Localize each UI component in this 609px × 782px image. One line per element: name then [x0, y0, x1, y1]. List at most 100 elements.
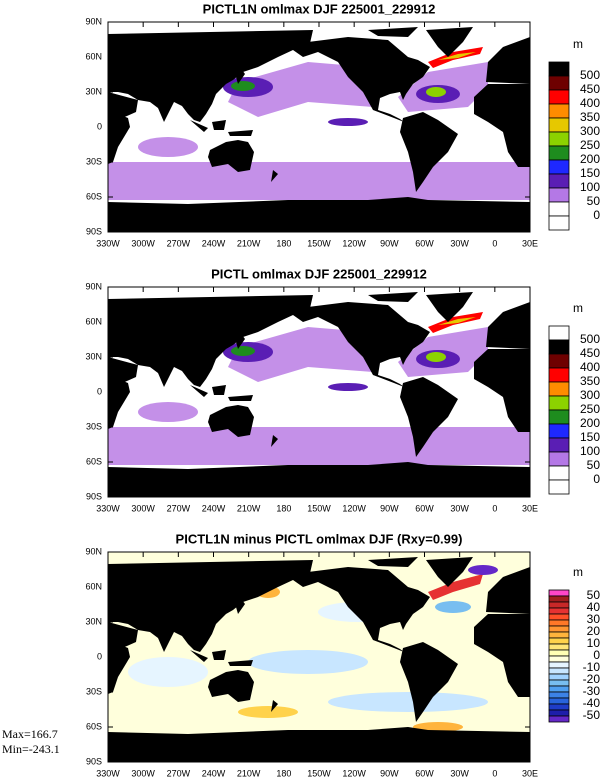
colorbar-label: 10: [587, 636, 601, 650]
colorbar-label: 350: [580, 110, 600, 124]
colorbar-box: [548, 715, 570, 723]
colorbar-label: 0: [593, 648, 600, 662]
colorbar-box: [548, 145, 570, 161]
lon-label: 0: [492, 238, 497, 248]
colorbar-box: [548, 89, 570, 105]
ocean-field: [138, 137, 198, 157]
colorbar-box: [548, 607, 570, 615]
lon-label: 150W: [307, 238, 331, 248]
lat-label: 30S: [86, 421, 102, 431]
lon-label: 330W: [96, 503, 120, 513]
map-panel: PICTL omlmax DJF 225001_229912 90N 60N 30N 0…: [85, 266, 600, 513]
ocean-field: [426, 87, 446, 97]
panel-title: PICTL omlmax DJF 225001_229912: [211, 266, 427, 281]
lon-label: 30E: [522, 768, 538, 778]
colorbar-box: [548, 595, 570, 603]
ocean-field: [438, 52, 476, 60]
ocean-field: [435, 601, 471, 613]
map-panel: PICTL1N minus PICTL omlmax DJF (Rxy=0.99…: [85, 531, 600, 778]
ocean-field: [413, 722, 463, 732]
colorbar-box: [548, 667, 570, 675]
lat-label: 60S: [86, 191, 102, 201]
lon-label: 270W: [167, 503, 191, 513]
panel-title: PICTL1N minus PICTL omlmax DJF (Rxy=0.99…: [176, 531, 463, 546]
colorbar-label: 500: [580, 68, 600, 82]
lat-label: 30S: [86, 156, 102, 166]
lat-label: 60S: [86, 456, 102, 466]
lat-label: 0: [97, 651, 102, 661]
lat-label: 60S: [86, 721, 102, 731]
ocean-field: [231, 346, 255, 356]
lon-label: 0: [492, 503, 497, 513]
colorbar-box: [548, 325, 570, 341]
map-panel: PICTL1N omlmax DJF 225001_229912 90N 60N 30…: [85, 1, 600, 248]
colorbar-unit: m: [573, 301, 583, 315]
colorbar-box: [548, 117, 570, 133]
colorbar-box: [548, 631, 570, 639]
colorbar-box: [548, 589, 570, 597]
colorbar-box: [548, 353, 570, 369]
ocean-field: [228, 62, 373, 117]
colorbar-box: [548, 451, 570, 467]
lon-label: 240W: [202, 768, 226, 778]
colorbar-box: [548, 601, 570, 609]
lat-label: 90N: [85, 546, 102, 556]
lat-label: 60N: [85, 51, 102, 61]
lon-label: 300W: [131, 768, 155, 778]
lon-label: 60W: [415, 238, 434, 248]
lon-label: 30E: [522, 503, 538, 513]
colorbar-label: 20: [587, 624, 601, 638]
ocean-field: [138, 402, 198, 422]
colorbar-unit: m: [573, 37, 583, 51]
lon-label: 60W: [415, 768, 434, 778]
colorbar-label: -40: [583, 696, 601, 710]
colorbar-box: [548, 173, 570, 189]
ocean-field: [328, 383, 368, 391]
lon-label: 30E: [522, 238, 538, 248]
colorbar-label: 350: [580, 374, 600, 388]
colorbar-box: [548, 409, 570, 425]
ocean-field: [128, 657, 208, 687]
colorbar-box: [548, 691, 570, 699]
colorbar-label: 500: [580, 332, 600, 346]
lat-label: 0: [97, 121, 102, 131]
colorbar-box: [548, 201, 570, 217]
lon-label: 330W: [96, 768, 120, 778]
lon-label: 60W: [415, 503, 434, 513]
ocean-field: [108, 162, 530, 200]
colorbar-label: -20: [583, 672, 601, 686]
ocean-field: [248, 650, 368, 674]
ocean-field: [426, 352, 446, 362]
colorbar-box: [548, 655, 570, 663]
ocean-field: [328, 118, 368, 126]
lon-label: 120W: [342, 238, 366, 248]
ocean-field: [231, 81, 255, 91]
colorbar-label: 300: [580, 388, 600, 402]
lon-label: 240W: [202, 503, 226, 513]
colorbar-label: 300: [580, 124, 600, 138]
min-label: Min=-243.1: [2, 742, 60, 756]
colorbar-label: 450: [580, 346, 600, 360]
colorbar-box: [548, 637, 570, 645]
colorbar-box: [548, 625, 570, 633]
colorbar-label: 400: [580, 96, 600, 110]
colorbar-box: [548, 697, 570, 705]
lat-label: 60N: [85, 316, 102, 326]
colorbar-box: [548, 61, 570, 77]
colorbar-box: [548, 395, 570, 411]
colorbar-label: 200: [580, 152, 600, 166]
ocean-field: [428, 574, 483, 600]
colorbar-box: [548, 709, 570, 717]
lat-label: 90S: [86, 756, 102, 766]
colorbar-box: [548, 685, 570, 693]
colorbar-label: 0: [593, 208, 600, 222]
lon-label: 150W: [307, 503, 331, 513]
lon-label: 180: [276, 238, 291, 248]
colorbar-unit: m: [573, 565, 583, 579]
colorbar-label: 40: [587, 600, 601, 614]
ocean-field: [238, 706, 298, 718]
lon-label: 90W: [380, 238, 399, 248]
colorbar-box: [548, 465, 570, 481]
